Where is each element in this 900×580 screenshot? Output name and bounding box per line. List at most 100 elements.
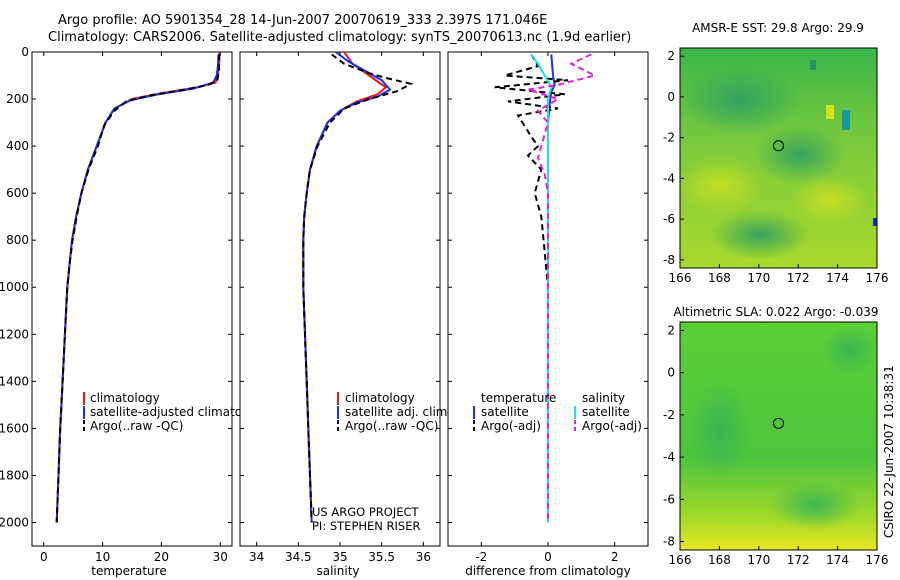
project-annotation-line1: US ARGO PROJECT [312,505,420,519]
depth-y-tick-label: 200 [6,92,29,106]
sla-map-panel: Altimetric SLA: 0.022 Argo: -0.039 166 16… [663,305,888,567]
sst_map-y-tick-label: -2 [663,131,675,145]
figure-title-line1: Argo profile: AO 5901354_28 14-Jun-2007 … [58,13,547,28]
legend-label-temp-satellite: satellite [481,405,529,419]
salinity-series-argo-raw-qc- [302,53,414,523]
depth-y-tick-label: 0 [21,45,29,59]
depth-y-tick-label: 1400 [0,374,29,388]
depth-y-tick-label: 800 [6,233,29,247]
sla-field-low-patch [690,380,750,480]
sla_map-x-tick-label: 170 [747,553,770,567]
salinity-x-tick-label: 35.5 [368,550,395,564]
sla-argo-location-marker [773,417,784,429]
temperature-panel: 0 200 400 600 800 1000 1200 1400 1600 1800 2000 0 1… [0,45,268,578]
sst-field-warm-patch [790,175,870,225]
sla_map-y-tick-label: 2 [667,323,675,337]
sst-map-axes: 166 168 170 172 174 176 2 0 -2 -4 -6 -8 [663,49,888,285]
sst_map-y-tick-label: -6 [663,212,675,226]
temperature-x-axis: 0 10 20 30 [40,52,228,564]
sla_map-y-tick-label: 0 [667,366,675,380]
sla_map-x-tick-label: 172 [787,553,810,567]
sla-field-low-patch [820,325,877,375]
sla_map-x-tick-label: 168 [708,553,731,567]
sst_map-y-tick-label: -4 [663,171,675,185]
sst_map-x-tick-label: 172 [787,271,810,285]
figure-title-line2: Climatology: CARS2006. Satellite-adjuste… [48,30,631,45]
temperature-legend: climatology satellite-adjusted climatolo… [83,391,268,433]
temperature-series-argo-raw-qc- [55,54,221,523]
sst-map-field [680,48,877,268]
temperature-x-tick-label: 10 [95,550,110,564]
salinity-x-label: salinity [316,564,359,578]
legend-label-sal-argo: Argo(-adj) [582,419,642,433]
difference-series-group [448,51,648,523]
sst_map-y-tick-label: -8 [663,253,675,267]
salinity-legend: climatology satellite adj. clim. Argo(..… [337,391,451,433]
difference-x-tick-label: 2 [611,550,619,564]
sst-field-cool-patch [710,210,810,260]
difference-series-salinity-satellite [530,53,553,523]
salinity-x-tick-label: 35 [332,550,347,564]
sst_map-x-tick-label: 170 [747,271,770,285]
legend-label-argo: Argo(..raw -QC) [90,419,183,433]
sst-field-cool-patch [755,125,845,185]
depth-y-tick-label: 600 [6,186,29,200]
salinity-panel: 34 34.5 35 35.5 36 salinity climatology sate… [239,51,451,578]
salinity-series-group [240,51,440,523]
sla-map-axes: 166 168 170 172 174 176 2 0 -2 -4 -6 -8 [663,323,888,567]
sst-field-warm-patch [680,155,765,215]
legend-label-satellite-adj: satellite adj. clim. [345,405,451,419]
side-caption: CSIRO 22-Jun-2007 10:38:31 [882,365,896,538]
sst_map-x-tick-label: 174 [826,271,849,285]
temperature-series-satellite-adjusted-climatology [55,54,220,523]
depth-y-tick-label: 1800 [0,468,29,482]
sst-field-cold-pixel [826,105,834,119]
difference-legend: temperature salinity satellite Argo(-adj… [473,391,642,433]
sla_map-x-tick-label: 176 [866,553,889,567]
difference-x-axis: -2 0 2 [475,52,618,564]
salinity-x-tick-label: 34.5 [285,550,312,564]
sla-map-frame [679,321,878,551]
temperature-x-tick-label: 30 [213,550,228,564]
legend-label-satellite-adjusted: satellite-adjusted climatology [90,405,268,419]
depth-y-tick-label: 400 [6,139,29,153]
sla_map-y-tick-label: -2 [663,408,675,422]
difference-x-label: difference from climatology [465,564,631,578]
legend-label-temp-argo: Argo(-adj) [481,419,541,433]
difference-x-tick-label: -2 [475,550,487,564]
salinity-x-tick-label: 36 [416,550,431,564]
sst-argo-location-marker [773,140,784,152]
sst-map-panel: AMSR-E SST: 29.8 Argo: 29.9 166 168 170 172… [663,21,888,285]
sla_map-x-tick-label: 174 [826,553,849,567]
sst_map-x-tick-label: 176 [866,271,889,285]
difference-x-tick-label: 0 [544,550,552,564]
sst_map-y-tick-label: 2 [667,49,675,63]
depth-y-tick-label: 1200 [0,327,29,341]
sst-map-title: AMSR-E SST: 29.8 Argo: 29.9 [692,21,864,35]
legend-label-sal-satellite: satellite [582,405,630,419]
sla_map-y-tick-label: -8 [663,535,675,549]
legend-label-argo: Argo(..raw -QC) [345,419,438,433]
sst-map-frame [679,47,878,269]
sla-map-title: Altimetric SLA: 0.022 Argo: -0.039 [673,305,878,319]
legend-header-temperature: temperature [481,391,556,405]
sst-field-cold-pixel [873,218,877,226]
difference-panel: -2 0 2 difference from climatology tempera… [447,51,649,578]
project-annotation-line2: PI: STEPHEN RISER [312,519,421,533]
temperature-x-label: temperature [91,564,166,578]
temperature-series-group [55,51,221,523]
salinity-x-axis: 34 34.5 35 35.5 36 [249,52,431,564]
difference-series-salinity-argo-adj- [527,53,598,523]
salinity-axes-frame [239,51,441,547]
sla_map-y-tick-label: -4 [663,450,675,464]
sla_map-y-tick-label: -6 [663,492,675,506]
depth-y-tick-label: 1600 [0,421,29,435]
sst_map-y-tick-label: 0 [667,90,675,104]
temperature-axes-frame [31,51,233,547]
legend-header-salinity: salinity [582,391,625,405]
sst-field-cold-pixel [842,110,850,130]
temperature-x-tick-label: 0 [40,550,48,564]
sst_map-x-tick-label: 168 [708,271,731,285]
sst-field-cool-patch [680,65,800,135]
